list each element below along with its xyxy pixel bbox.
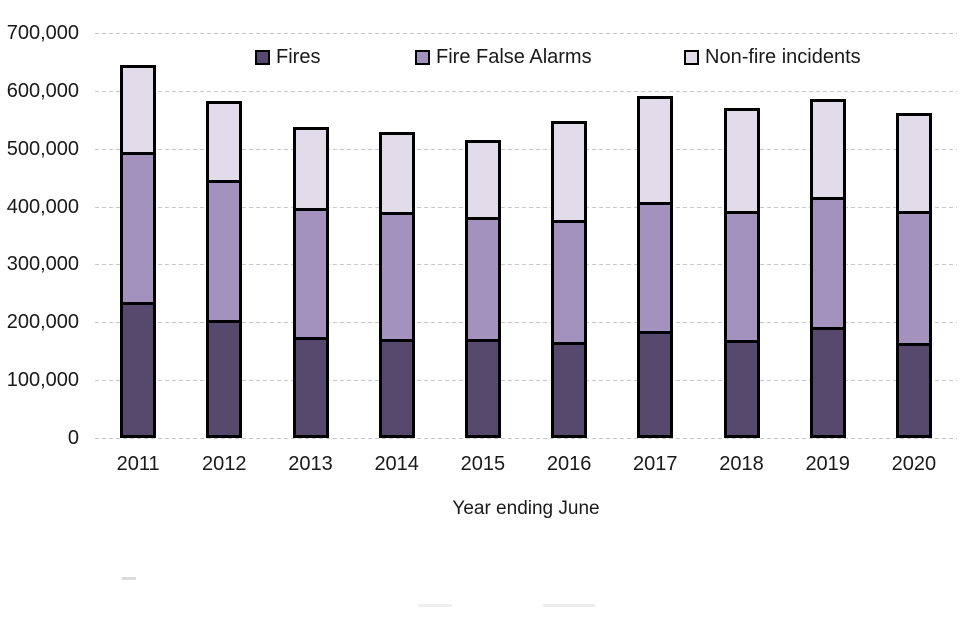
bar-2012 <box>206 101 243 438</box>
legend-label: Non-fire incidents <box>705 45 861 68</box>
bar-segment-fire-false-alarms <box>554 220 585 346</box>
bar-segment-non-fire-incidents <box>812 101 843 197</box>
x-tick-label: 2018 <box>719 453 764 475</box>
gridline <box>95 264 957 266</box>
bar-2017 <box>637 96 674 438</box>
x-tick-label: 2013 <box>288 453 333 475</box>
bar-2014 <box>378 132 415 438</box>
y-tick-label: 100,000 <box>6 369 79 392</box>
legend-label: Fire False Alarms <box>436 45 592 68</box>
y-tick-label: 500,000 <box>6 137 79 160</box>
legend-label: Fires <box>276 45 321 68</box>
bar-segment-non-fire-incidents <box>209 104 240 181</box>
bar-segment-fires <box>381 342 412 435</box>
x-tick-label: 2016 <box>546 453 592 475</box>
bar-segment-fires <box>640 333 671 435</box>
faint-smudge <box>418 604 452 607</box>
bar-segment-fires <box>898 345 929 435</box>
bar-segment-non-fire-incidents <box>726 111 757 211</box>
bar-segment-fire-false-alarms <box>295 208 326 340</box>
y-tick-label: 200,000 <box>6 311 79 334</box>
bar-segment-fire-false-alarms <box>812 196 843 331</box>
bar-2011 <box>120 64 157 438</box>
bar-2018 <box>723 108 760 438</box>
bar-2020 <box>895 112 932 438</box>
x-tick-label: 2019 <box>805 453 850 475</box>
x-tick-label: 2017 <box>633 453 678 475</box>
x-axis-title: Year ending June <box>452 498 600 519</box>
bar-segment-fire-false-alarms <box>123 151 154 306</box>
x-tick-label: 2014 <box>374 453 419 475</box>
gridline <box>95 148 957 150</box>
bar-segment-fires <box>554 345 585 435</box>
gridline <box>95 33 957 34</box>
gridline <box>95 438 957 439</box>
bar-segment-fire-false-alarms <box>898 210 929 346</box>
x-axis-tick-labels: 2011 2012 2013 2014 2015 2016 2017 2018 2019 2020 <box>95 453 957 479</box>
bar-segment-non-fire-incidents <box>123 67 154 152</box>
faint-smudge <box>122 577 136 580</box>
legend-swatch-icon <box>415 49 430 65</box>
x-tick-label: 2015 <box>460 453 506 475</box>
bar-segment-non-fire-incidents <box>467 142 498 218</box>
y-tick-label: 300,000 <box>6 253 79 276</box>
x-tick-label: 2012 <box>202 453 247 475</box>
bar-segment-non-fire-incidents <box>295 130 326 209</box>
bar-2016 <box>551 121 588 438</box>
legend-swatch-icon <box>684 49 699 65</box>
bar-segment-fire-false-alarms <box>209 180 240 323</box>
legend-swatch-icon <box>255 49 270 65</box>
legend: Fires Fire False Alarms Non-fire incidents <box>0 46 960 68</box>
y-axis-tick-labels: 0 100,000 200,000 300,000 400,000 500,000 600,… <box>0 22 79 449</box>
bar-segment-non-fire-incidents <box>898 115 929 211</box>
y-tick-label: 600,000 <box>6 79 79 102</box>
bar-segment-fire-false-alarms <box>381 212 412 343</box>
bar-segment-non-fire-incidents <box>554 124 585 221</box>
legend-item-fires: Fires <box>255 46 320 68</box>
bar-segment-non-fire-incidents <box>640 99 671 203</box>
bar-2013 <box>292 127 329 438</box>
bar-segment-fires <box>812 330 843 435</box>
y-tick-label: 0 <box>67 427 79 449</box>
gridline <box>95 90 957 92</box>
bar-segment-fire-false-alarms <box>640 202 671 334</box>
x-tick-label: 2011 <box>116 453 160 475</box>
x-tick-label: 2020 <box>891 453 937 475</box>
gridline <box>95 380 957 382</box>
legend-item-non-fire-incidents: Non-fire incidents <box>684 46 861 68</box>
bar-segment-fire-false-alarms <box>467 217 498 343</box>
bar-2019 <box>809 98 846 438</box>
gridline <box>95 206 957 208</box>
bar-2015 <box>464 139 501 438</box>
bar-segment-fires <box>726 342 757 435</box>
legend-item-fire-false-alarms: Fire False Alarms <box>415 46 592 68</box>
y-tick-label: 400,000 <box>6 195 79 218</box>
bar-segment-non-fire-incidents <box>381 135 412 213</box>
bar-segment-fires <box>467 342 498 435</box>
y-tick-label: 700,000 <box>6 22 79 44</box>
bar-segment-fires <box>209 322 240 435</box>
bar-segment-fires <box>123 305 154 435</box>
faint-smudge <box>543 604 595 607</box>
bar-segment-fires <box>295 339 326 435</box>
bar-segment-fire-false-alarms <box>726 210 757 343</box>
gridline <box>95 322 957 324</box>
plot-area <box>95 33 957 439</box>
